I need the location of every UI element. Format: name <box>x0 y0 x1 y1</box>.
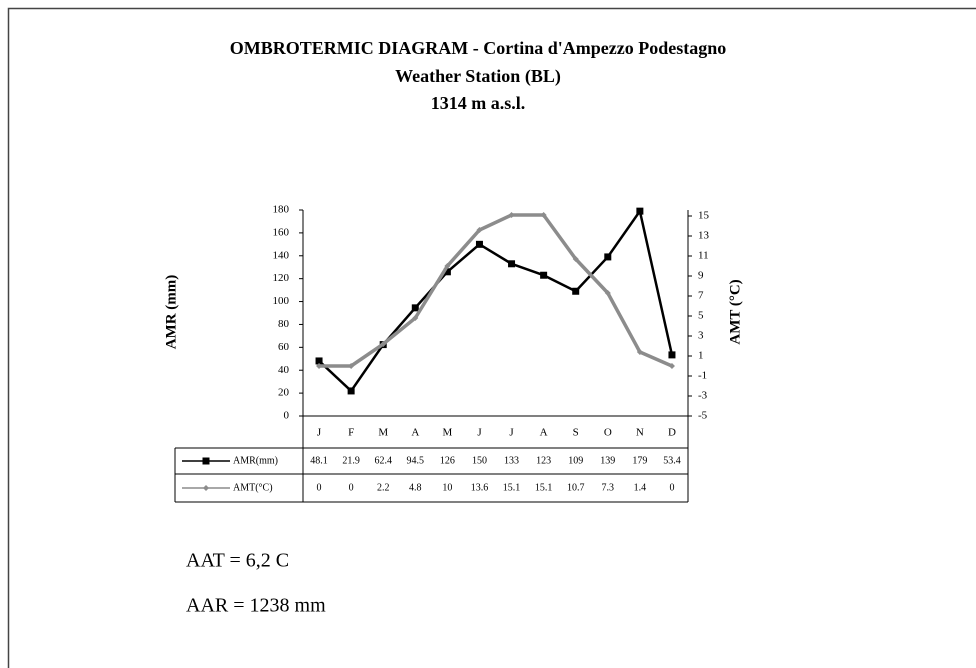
y2-axis-label: AMT (°C) <box>727 279 743 344</box>
y2-tick-label: -5 <box>698 410 708 422</box>
series-marker <box>476 227 483 233</box>
series-line <box>319 213 673 368</box>
x-tick-label: J <box>317 427 322 439</box>
series-marker <box>668 363 675 369</box>
y2-tick-label: 9 <box>698 270 704 282</box>
table-cell: 150 <box>472 455 487 466</box>
table-cell: 7.3 <box>602 482 615 493</box>
table-cell: 62.4 <box>374 455 392 466</box>
series-marker <box>316 363 323 369</box>
x-tick-label: F <box>348 427 354 439</box>
legend-label: AMR(mm) <box>233 455 278 466</box>
x-tick-label: A <box>540 427 548 439</box>
y2-tick-label: 7 <box>698 290 704 302</box>
legend-label: AMT(°C) <box>233 482 273 493</box>
table-cell: 4.8 <box>409 482 422 493</box>
x-tick-label: M <box>378 427 388 439</box>
y2-tick-label: 1 <box>698 350 704 362</box>
chart-subtitle: 1314 m a.s.l. <box>431 93 526 113</box>
y-tick-label: 120 <box>273 272 290 284</box>
table-cell: 126 <box>440 455 455 466</box>
table-cell: 179 <box>632 455 647 466</box>
annotation: AAT = 6,2 C <box>186 550 289 572</box>
y2-tick-label: 11 <box>698 250 709 262</box>
series-marker <box>411 304 419 312</box>
x-tick-label: A <box>411 427 419 439</box>
y2-tick-label: 15 <box>698 210 710 222</box>
y-tick-label: 100 <box>273 295 290 307</box>
series-marker <box>636 349 643 355</box>
x-tick-label: D <box>668 427 676 439</box>
series-marker <box>380 341 387 347</box>
y-tick-label: 0 <box>284 410 290 422</box>
y-tick-label: 180 <box>273 204 290 216</box>
series-marker <box>668 351 676 359</box>
y-axis-label: AMR (mm) <box>163 275 179 350</box>
series-marker <box>347 387 355 395</box>
table-cell: 109 <box>568 455 583 466</box>
series-marker <box>508 212 515 218</box>
table-cell: 15.1 <box>503 482 521 493</box>
series-marker <box>540 271 548 279</box>
table-cell: 15.1 <box>535 482 553 493</box>
y-tick-label: 160 <box>273 226 290 238</box>
y-tick-label: 40 <box>278 364 290 376</box>
x-tick-label: O <box>604 427 612 439</box>
series-marker <box>444 263 451 269</box>
table-cell: 10.7 <box>567 482 585 493</box>
y2-tick-label: 3 <box>698 330 704 342</box>
series-marker <box>604 290 611 296</box>
table-cell: 139 <box>600 455 615 466</box>
series-marker <box>572 256 579 262</box>
x-tick-label: N <box>636 427 644 439</box>
table-cell: 53.4 <box>663 455 681 466</box>
legend-marker <box>203 485 209 491</box>
chart-title: OMBROTERMIC DIAGRAM - Cortina d'Ampezzo … <box>230 38 726 58</box>
table-cell: 1.4 <box>634 482 647 493</box>
series-marker <box>348 363 355 369</box>
table-cell: 94.5 <box>407 455 425 466</box>
series-marker <box>572 287 580 295</box>
table-cell: 10 <box>442 482 452 493</box>
table-cell: 123 <box>536 455 551 466</box>
table-cell: 0 <box>349 482 354 493</box>
series-marker <box>475 240 483 248</box>
table-cell: 48.1 <box>310 455 328 466</box>
x-tick-label: S <box>573 427 579 439</box>
series-marker <box>315 357 323 365</box>
frame <box>7 7 976 668</box>
y2-tick-label: 5 <box>698 310 704 322</box>
series-line <box>318 209 674 393</box>
series-marker <box>604 253 612 261</box>
y-tick-label: 20 <box>278 387 290 399</box>
table-cell: 133 <box>504 455 519 466</box>
y2-tick-label: 13 <box>698 230 710 242</box>
series-marker <box>636 207 644 215</box>
annotation: AAR = 1238 mm <box>186 595 326 617</box>
series-marker <box>412 315 419 321</box>
x-tick-label: J <box>477 427 482 439</box>
chart-subtitle: Weather Station (BL) <box>395 66 561 87</box>
y-tick-label: 140 <box>273 249 290 261</box>
table-cell: 0 <box>317 482 322 493</box>
y2-tick-label: -3 <box>698 390 708 402</box>
series-marker <box>508 260 516 268</box>
table-cell: 21.9 <box>342 455 360 466</box>
table-cell: 0 <box>669 482 674 493</box>
table-cell: 13.6 <box>471 482 489 493</box>
x-tick-label: M <box>442 427 452 439</box>
legend-marker <box>202 457 210 465</box>
y-tick-label: 80 <box>278 318 290 330</box>
series-marker <box>540 212 547 218</box>
series-marker <box>443 268 451 276</box>
table-cell: 2.2 <box>377 482 390 493</box>
x-tick-label: J <box>509 427 514 439</box>
y2-tick-label: -1 <box>698 370 707 382</box>
y-tick-label: 60 <box>278 341 290 353</box>
